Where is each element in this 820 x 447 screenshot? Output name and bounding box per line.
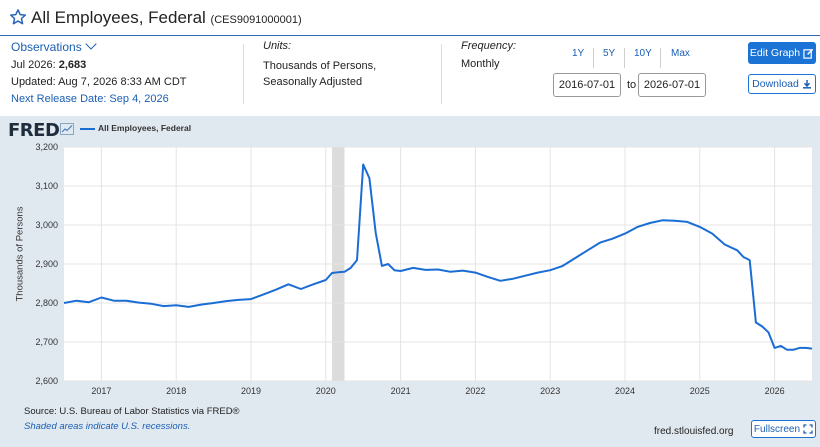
chart-line-icon xyxy=(60,123,74,135)
recession-note-link[interactable]: Shaded areas indicate U.S. recessions. xyxy=(24,421,191,432)
divider xyxy=(243,44,244,104)
download-button[interactable]: Download xyxy=(748,74,816,94)
fullscreen-button[interactable]: Fullscreen xyxy=(751,420,816,438)
star-outline-icon[interactable] xyxy=(9,8,27,26)
site-url[interactable]: fred.stlouisfed.org xyxy=(654,426,734,437)
observations-panel: Observations Jul 2026: 2,683 Updated: Au… xyxy=(11,38,236,108)
download-label: Download xyxy=(752,78,799,90)
units-label: Units: xyxy=(263,40,292,52)
divider xyxy=(593,48,594,68)
latest-observation: Jul 2026: 2,683 xyxy=(11,59,236,71)
range-10y-button[interactable]: 10Y xyxy=(634,48,652,59)
observations-label: Observations xyxy=(11,40,82,54)
date-range-to-label: to xyxy=(627,79,637,91)
frequency-value: Monthly xyxy=(461,58,500,70)
frequency-panel: Frequency: Monthly xyxy=(461,40,531,108)
divider xyxy=(624,48,625,68)
download-icon xyxy=(802,80,811,89)
page-title: All Employees, Federal (CES9091000001) xyxy=(31,8,302,28)
range-5y-button[interactable]: 5Y xyxy=(603,48,616,59)
edit-graph-button[interactable]: Edit Graph xyxy=(748,42,816,64)
units-line-2: Seasonally Adjusted xyxy=(263,76,363,88)
end-date-input[interactable] xyxy=(638,73,706,97)
chevron-down-icon xyxy=(85,38,97,50)
edit-icon xyxy=(803,48,814,59)
series-id: (CES9091000001) xyxy=(210,14,302,26)
fullscreen-label: Fullscreen xyxy=(753,423,801,435)
title-bar: All Employees, Federal (CES9091000001) xyxy=(0,0,820,36)
frequency-label: Frequency: xyxy=(461,40,517,52)
range-max-button[interactable]: Max xyxy=(671,48,690,59)
fred-logo: FRED xyxy=(8,120,60,141)
fullscreen-icon xyxy=(803,424,813,434)
edit-graph-label: Edit Graph xyxy=(749,47,801,59)
series-title: All Employees, Federal xyxy=(31,8,206,27)
latest-observation-value: 2,683 xyxy=(58,59,87,71)
legend-label: All Employees, Federal xyxy=(98,123,192,133)
next-release-link[interactable]: Next Release Date: Sep 4, 2026 xyxy=(11,93,169,105)
chart-panel xyxy=(0,116,820,447)
range-1y-button[interactable]: 1Y xyxy=(572,48,585,59)
source-attribution: Source: U.S. Bureau of Labor Statistics … xyxy=(24,406,240,417)
start-date-input[interactable] xyxy=(553,73,621,97)
divider xyxy=(441,44,442,104)
updated-timestamp: Updated: Aug 7, 2026 8:33 AM CDT xyxy=(11,76,187,88)
observations-dropdown[interactable]: Observations xyxy=(11,38,236,54)
legend-swatch xyxy=(80,128,95,130)
divider xyxy=(660,48,661,68)
y-axis-label: Thousands of Persons xyxy=(14,206,26,302)
latest-observation-label: Jul 2026: xyxy=(11,59,56,71)
title-divider xyxy=(0,35,820,36)
units-panel: Units: Thousands of Persons, Seasonally … xyxy=(263,40,433,108)
units-line-1: Thousands of Persons, xyxy=(263,60,377,72)
